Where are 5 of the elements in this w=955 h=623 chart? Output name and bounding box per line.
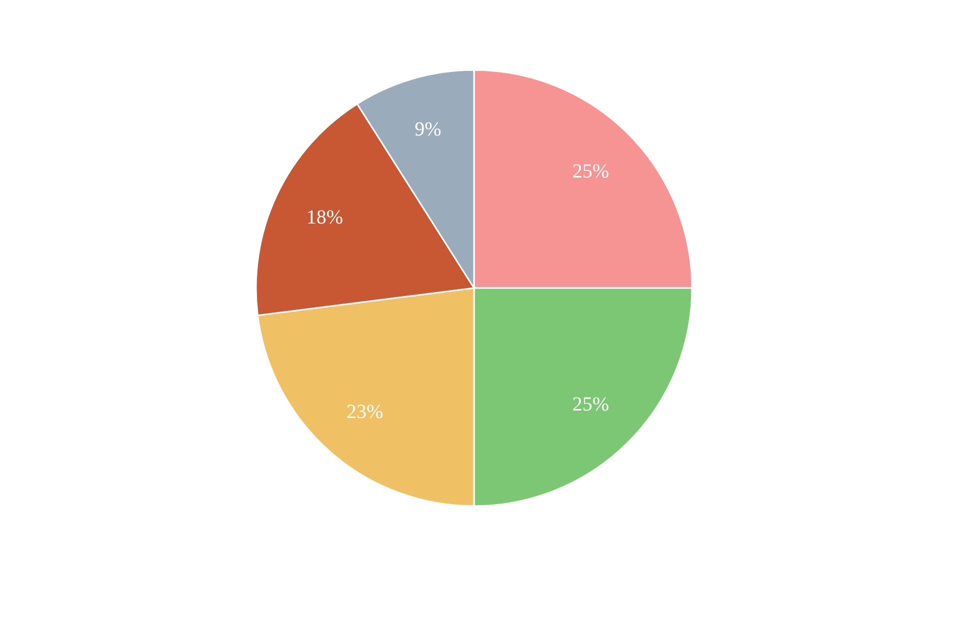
data-label: 25% [572, 394, 610, 416]
data-label: 25% [572, 160, 610, 182]
data-label: 9% [414, 118, 442, 141]
data-label: 18% [306, 206, 344, 229]
data-label: 23% [346, 400, 384, 423]
